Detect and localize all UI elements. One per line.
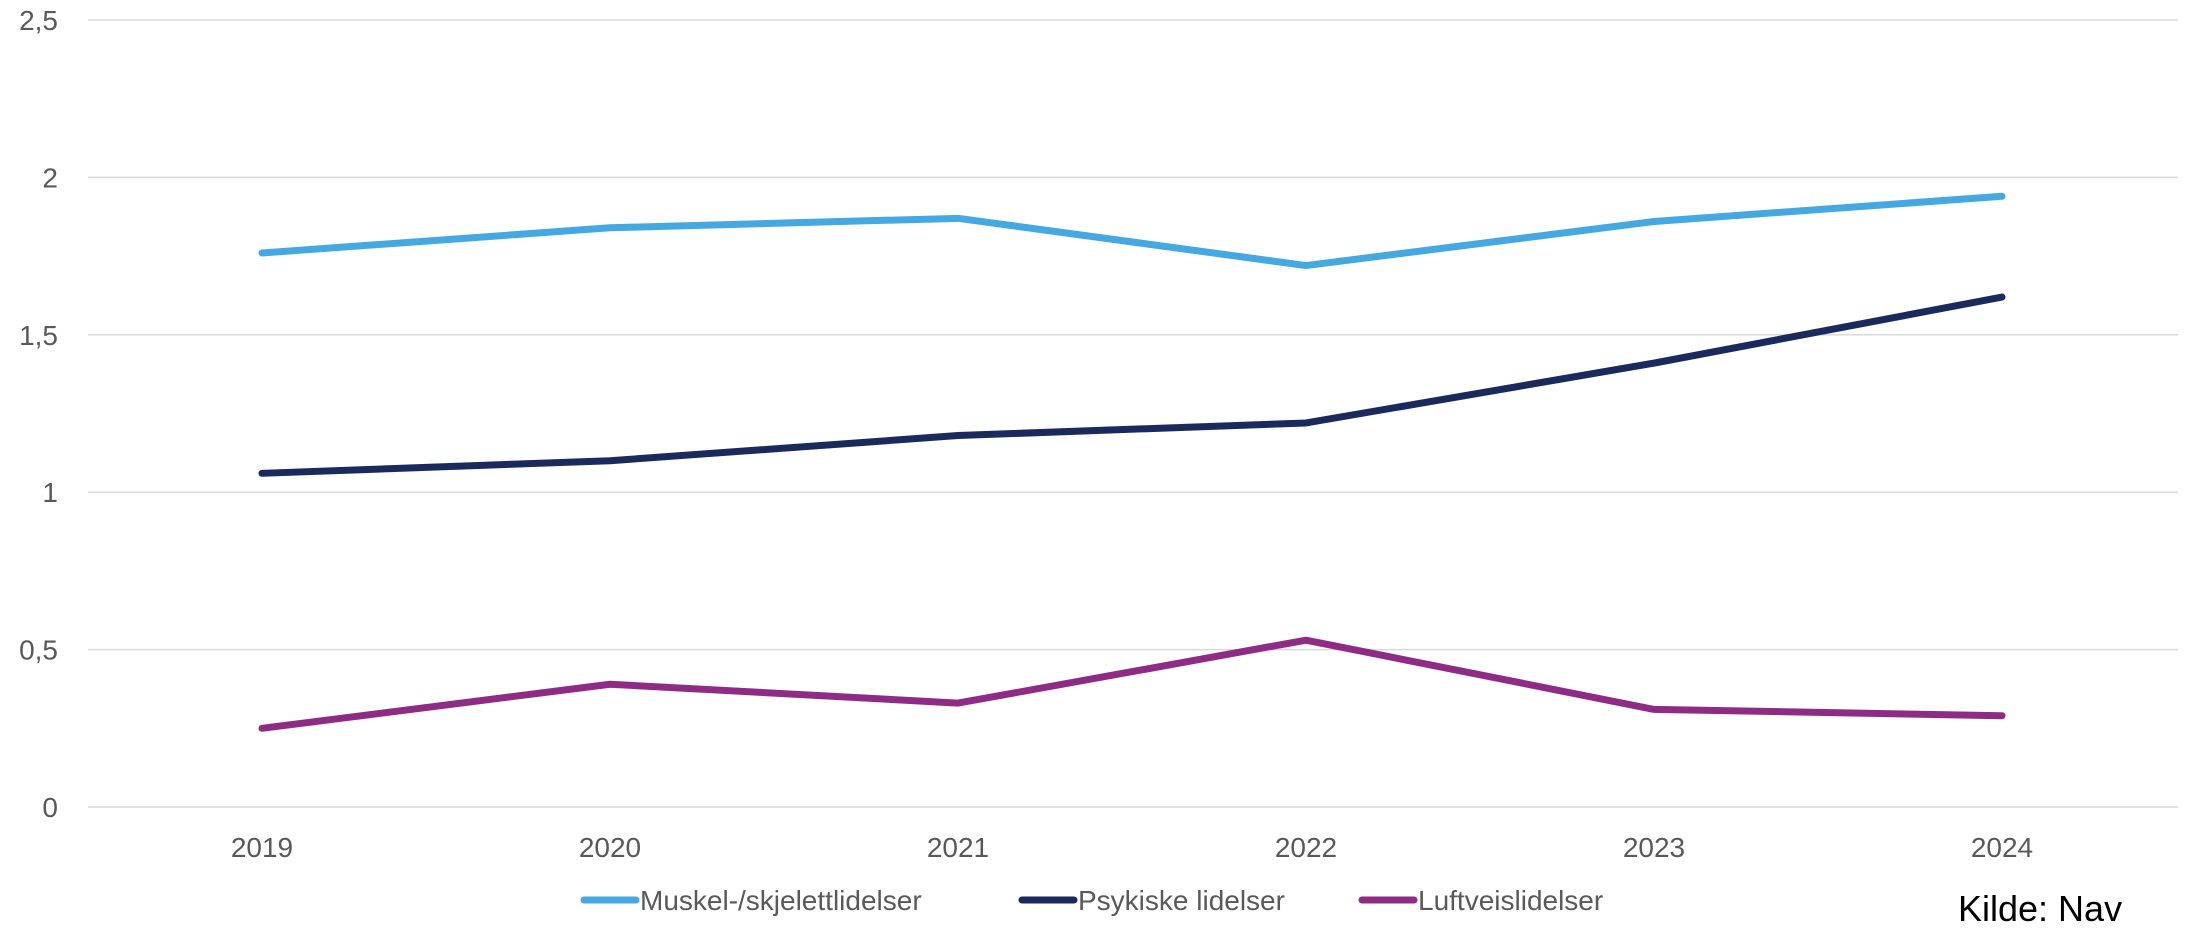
gridlines — [88, 19, 2178, 808]
x-tick-label: 2022 — [1275, 832, 1337, 863]
y-tick-label: 0 — [42, 792, 58, 823]
series-line-1 — [258, 192, 2006, 270]
x-tick-label: 2020 — [579, 832, 641, 863]
legend-label-3: Luftveislidelser — [1418, 885, 1603, 916]
x-tick-label: 2021 — [927, 832, 989, 863]
series-lines — [258, 192, 2006, 732]
legend-label-1: Muskel-/skjelettlidelser — [640, 885, 922, 916]
x-tick-label: 2024 — [1971, 832, 2033, 863]
legend: Muskel-/skjelettlidelser Psykiske lidelse… — [580, 885, 1603, 916]
series-line-2 — [258, 293, 2006, 477]
y-tick-label: 2,5 — [19, 5, 58, 36]
legend-label-2: Psykiske lidelser — [1078, 885, 1285, 916]
y-axis-tick-labels: 0 0,5 1 1,5 2 2,5 — [19, 5, 58, 823]
y-tick-label: 0,5 — [19, 635, 58, 666]
x-tick-label: 2023 — [1623, 832, 1685, 863]
x-axis-tick-labels: 2019 2020 2021 2022 2023 2024 — [231, 832, 2033, 863]
series-line-3 — [258, 636, 2006, 732]
y-tick-label: 1 — [42, 477, 58, 508]
y-tick-label: 1,5 — [19, 320, 58, 351]
source-note: Kilde: Nav — [1958, 888, 2123, 929]
x-tick-label: 2019 — [231, 832, 293, 863]
y-tick-label: 2 — [42, 162, 58, 193]
